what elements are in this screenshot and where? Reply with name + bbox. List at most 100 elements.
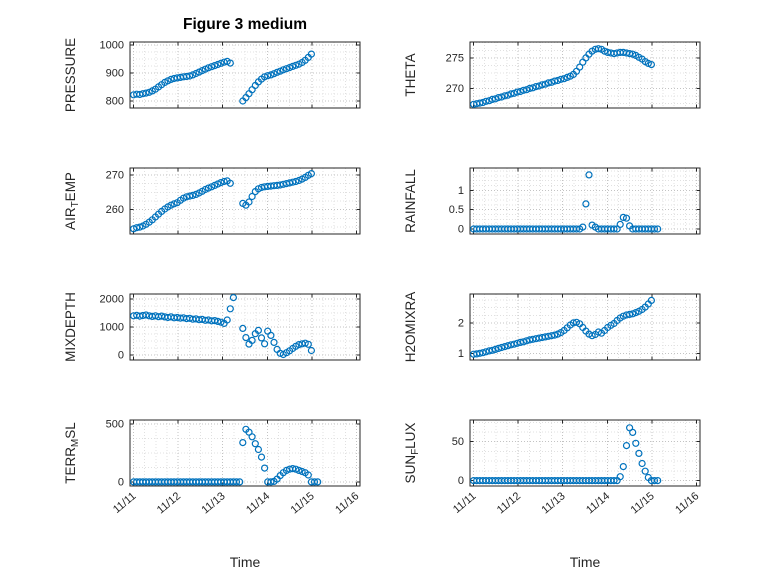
subplot-air-temp: 260 270 AIRTEMP <box>63 167 361 235</box>
y-tick-labels: 270 275 <box>446 52 464 95</box>
y-tick-label: 500 <box>106 419 124 431</box>
y-tick-labels: 00.51 <box>449 185 464 236</box>
data-point <box>494 93 503 102</box>
data-points <box>470 424 662 485</box>
x-tick-label: 11/11 <box>111 490 139 516</box>
data-point <box>217 318 225 326</box>
data-point <box>189 191 197 199</box>
data-point <box>223 316 231 324</box>
y-tick-label: 0 <box>118 476 124 488</box>
data-point <box>519 86 528 94</box>
tick-marks <box>130 42 360 108</box>
data-point <box>257 334 266 342</box>
data-point <box>616 473 624 481</box>
x-tick-labels: 11/11 11/12 11/13 11/14 11/15 11/16 <box>451 490 701 516</box>
data-point <box>619 213 627 221</box>
data-point <box>248 192 256 201</box>
y-axis-label: AIRTEMP <box>63 172 81 230</box>
data-point <box>220 177 228 186</box>
data-point <box>526 84 534 93</box>
data-point <box>226 59 234 67</box>
data-point <box>130 225 138 233</box>
data-point <box>532 82 540 91</box>
x-tick-label: 11/16 <box>333 490 361 516</box>
subplot-sun-flux: 0 50 11/11 11/12 11/13 11/14 11/15 11/16 SUNFLUX <box>403 419 701 516</box>
data-point <box>261 464 269 472</box>
subplot-terr-msl: 0 500 11/11 11/12 11/13 11/14 11/15 11/16 TERRMS… <box>63 419 361 517</box>
data-point <box>267 478 275 486</box>
x-axis-label-left: Time <box>230 554 261 570</box>
data-point <box>519 338 528 346</box>
data-point <box>170 200 178 208</box>
y-tick-labels: 12 <box>458 317 464 359</box>
data-point <box>248 86 256 94</box>
x-tick-label: 11/15 <box>289 490 317 516</box>
y-tick-label: 2000 <box>100 294 124 306</box>
data-point <box>494 344 503 352</box>
data-point <box>273 68 281 76</box>
data-point <box>289 465 297 473</box>
x-tick-label: 11/11 <box>451 490 479 516</box>
data-point <box>482 97 490 105</box>
y-tick-labels: 0 500 <box>106 419 124 489</box>
data-point <box>289 62 297 71</box>
grid-minor <box>470 420 700 486</box>
data-point <box>513 339 521 347</box>
axes-box <box>469 293 701 361</box>
grid-major <box>470 42 700 108</box>
data-point <box>625 49 634 58</box>
data-point <box>133 224 141 232</box>
data-point <box>229 294 237 302</box>
data-point <box>142 89 150 97</box>
data-point <box>582 200 590 208</box>
data-point <box>226 179 234 187</box>
grid-minor <box>130 420 360 486</box>
data-point <box>622 214 631 222</box>
y-axis-label: PRESSURE <box>63 38 78 112</box>
data-point <box>217 59 225 67</box>
axes-box <box>129 419 361 487</box>
data-point <box>292 61 300 69</box>
data-point <box>650 477 659 485</box>
y-tick-labels: 800 900 1000 <box>100 39 124 107</box>
data-point <box>307 170 315 178</box>
data-point <box>304 340 312 348</box>
data-point <box>304 471 312 479</box>
data-point <box>292 177 300 186</box>
x-tick-label: 11/16 <box>673 490 701 516</box>
data-point <box>310 478 319 486</box>
axes-box <box>129 167 361 235</box>
data-points <box>130 294 315 359</box>
data-point <box>647 296 656 304</box>
data-point <box>248 336 256 344</box>
data-point <box>136 223 144 231</box>
data-point <box>251 440 259 448</box>
x-tick-label: 11/14 <box>584 490 612 516</box>
data-point <box>479 349 487 357</box>
data-points <box>470 296 656 358</box>
x-tick-label: 11/12 <box>155 490 183 516</box>
data-point <box>217 179 225 187</box>
data-point <box>236 478 244 486</box>
axes-box <box>469 167 701 235</box>
data-point <box>635 449 643 457</box>
data-point <box>585 171 593 179</box>
tick-marks <box>130 168 360 234</box>
y-tick-label: 0 <box>118 349 124 361</box>
data-point <box>295 466 303 474</box>
data-point <box>654 225 662 233</box>
x-tick-label: 11/15 <box>629 490 657 516</box>
grid-major <box>470 294 700 360</box>
y-axis-label: H2OMIXRA <box>403 292 418 363</box>
data-point <box>616 220 624 228</box>
data-point <box>629 428 637 436</box>
data-point <box>551 331 559 339</box>
y-tick-label: 800 <box>106 95 124 107</box>
x-tick-labels: 11/11 11/12 11/13 11/14 11/15 11/16 <box>111 490 361 516</box>
x-tick-label: 11/14 <box>244 490 272 516</box>
data-points <box>130 170 315 233</box>
data-point <box>594 45 603 53</box>
